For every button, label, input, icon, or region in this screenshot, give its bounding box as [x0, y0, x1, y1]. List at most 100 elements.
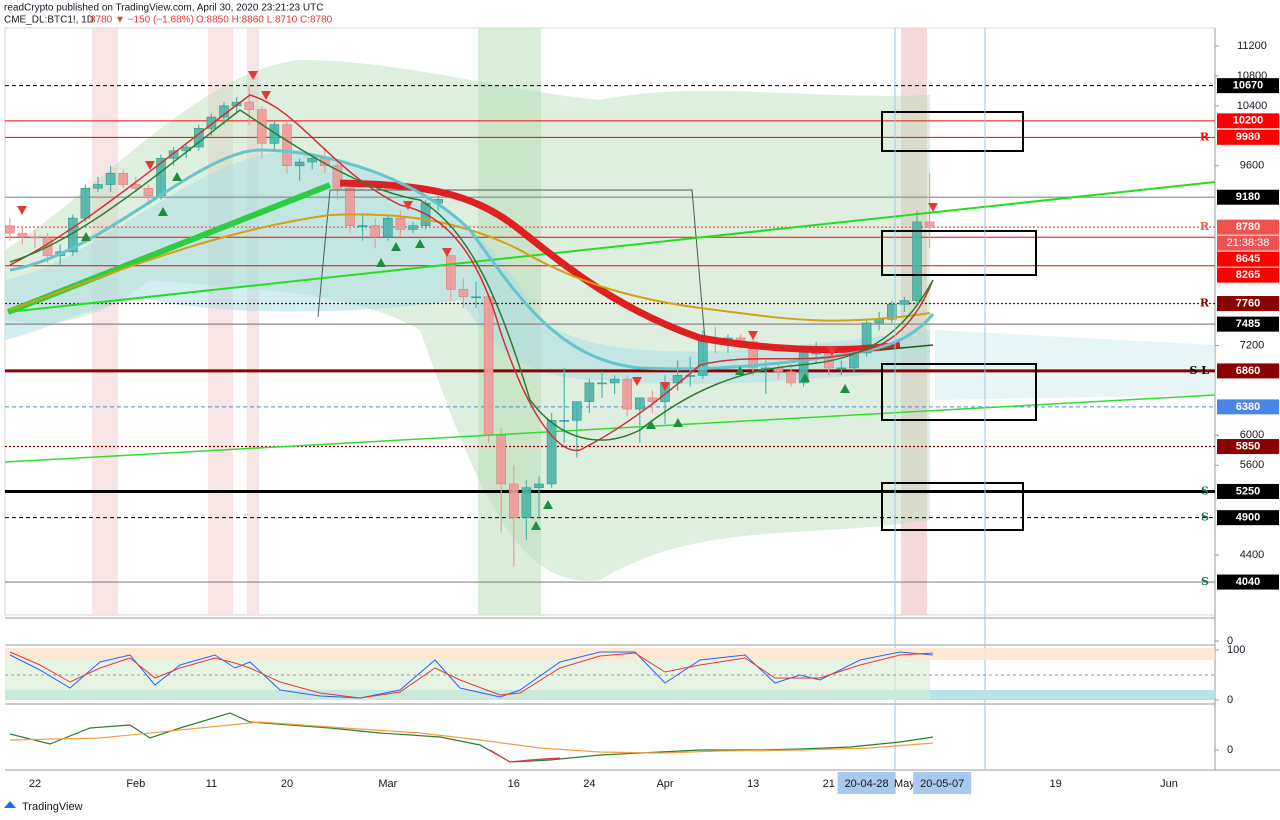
candle-body — [622, 378, 633, 410]
x-tick-label: Feb — [126, 778, 145, 790]
candle-body — [597, 382, 607, 385]
candle-body — [294, 161, 305, 167]
buy-signal — [158, 207, 168, 216]
panel-tick-label: 0 — [1227, 744, 1233, 756]
level-tag-label: 10200 — [1233, 115, 1264, 127]
candle-body — [282, 124, 292, 167]
candle-body — [471, 296, 481, 299]
candle-body — [886, 303, 897, 320]
level-tag-label: 5250 — [1236, 485, 1260, 497]
level-marker: R — [1200, 220, 1210, 233]
level-marker: R — [1200, 297, 1210, 310]
buy-signal — [646, 420, 656, 429]
candle-body — [912, 221, 922, 301]
level-tag-label: 7760 — [1236, 297, 1260, 309]
candle-body — [143, 187, 154, 197]
candle-body — [357, 225, 368, 227]
candle-body — [105, 172, 116, 185]
candle-body — [899, 300, 910, 305]
x-tick-label: 19 — [1049, 778, 1061, 790]
y-tick-label: 6000 — [1240, 429, 1264, 441]
level-tag — [1217, 363, 1279, 379]
buy-signal — [800, 373, 810, 382]
level-tag — [1217, 574, 1279, 590]
level-marker: S — [1201, 575, 1209, 588]
candle-body — [924, 221, 935, 228]
target-box — [881, 482, 1024, 531]
candle-body — [836, 367, 847, 370]
level-tag-label: 4900 — [1236, 512, 1260, 524]
y-tick-label: 7200 — [1240, 339, 1264, 351]
candle-body — [206, 116, 217, 129]
target-box — [881, 230, 1037, 276]
signals — [17, 71, 938, 530]
candle-body — [748, 341, 759, 369]
panel-tick-label: 0 — [1227, 635, 1233, 647]
candle-body — [798, 352, 809, 384]
candle-body — [269, 124, 280, 144]
level-tag — [1217, 439, 1279, 455]
candle-body — [861, 322, 872, 354]
candle-body — [496, 435, 507, 485]
panel-tick-label: 100 — [1227, 644, 1245, 656]
x-tick-label: 22 — [29, 778, 41, 790]
sell-signal — [248, 71, 258, 80]
moving-average — [9, 94, 934, 452]
x-cursor-tag — [913, 772, 972, 794]
candle-body — [307, 157, 318, 163]
buy-signal — [391, 242, 401, 251]
macd-line — [9, 712, 934, 763]
indicator-panels — [5, 648, 1215, 763]
x-tick-label: 11 — [206, 778, 217, 790]
candle-body — [345, 187, 355, 226]
sell-signal — [261, 91, 271, 100]
y-tick-label: 10400 — [1237, 100, 1268, 112]
level-tag-label: 9980 — [1236, 131, 1260, 143]
y-tick-label: 9600 — [1240, 160, 1264, 172]
level-tag-label: 9180 — [1236, 191, 1260, 203]
buy-signal — [543, 500, 553, 509]
y-tick-label: 5600 — [1240, 459, 1264, 471]
level-tag — [1217, 483, 1279, 499]
sell-signal — [403, 201, 413, 210]
x-tick-label: May — [894, 778, 915, 790]
symbol: CME_DL:BTC1!, 1D — [4, 15, 94, 26]
x-tick-label: 16 — [508, 778, 520, 790]
level-tag-label: 8780 — [1236, 221, 1260, 233]
indicator-fill — [5, 660, 930, 700]
price-change: 8780 ▼ −150 (−1.68%) — [90, 15, 194, 26]
x-tick-label: Jun — [1160, 778, 1178, 790]
candle-body — [30, 236, 40, 239]
candle-body — [332, 165, 343, 189]
level-tag — [1217, 296, 1279, 312]
level-tag — [1217, 113, 1279, 129]
y-tick-label: 4400 — [1240, 549, 1264, 561]
short-line — [879, 344, 934, 351]
x-cursor-tag — [837, 772, 896, 794]
candle-body — [408, 225, 418, 230]
buy-signal — [735, 366, 745, 375]
level-tag-label: 8645 — [1236, 253, 1260, 265]
cloud-projection — [935, 330, 1215, 400]
level-tag-label: 4040 — [1236, 576, 1260, 588]
x-tick-label: Mar — [378, 778, 397, 790]
overbought-zone — [5, 648, 1215, 660]
candle-body — [244, 101, 254, 110]
moving-average — [9, 109, 934, 441]
x-tick-label: 20-05-07 — [920, 778, 964, 790]
sell-signal — [17, 206, 27, 215]
candle-body — [521, 487, 532, 518]
candle-body — [811, 352, 822, 355]
candle-body — [634, 397, 645, 410]
candle-body — [458, 289, 469, 298]
candle-body — [445, 255, 456, 290]
countdown-tag — [1217, 235, 1279, 251]
trendline — [4, 394, 1216, 463]
y-tick-label: 11200 — [1237, 40, 1267, 52]
level-marker: S L — [1189, 364, 1209, 377]
cloud — [5, 150, 930, 385]
level-marker: S — [1201, 511, 1209, 524]
level-tag — [1217, 219, 1279, 235]
countdown: 21:38:38 — [1227, 237, 1270, 249]
